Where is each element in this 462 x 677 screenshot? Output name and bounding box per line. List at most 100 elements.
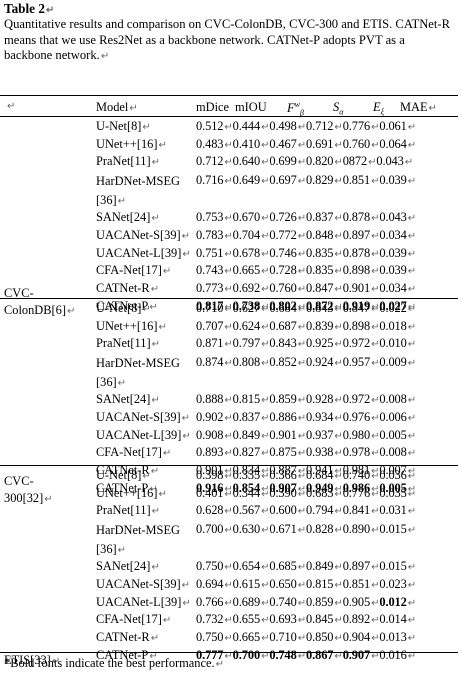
metric-value: 0.901 (342, 280, 371, 295)
metric-value: 0.875 (269, 445, 297, 460)
metric-value: 0.878 (342, 210, 371, 225)
metric-value: 0.005 (379, 427, 407, 442)
model-name: HarDNet-MSEG [36]↵ (96, 174, 180, 208)
paragraph-mark: ↵ (261, 304, 270, 315)
paragraph-mark: ↵ (151, 213, 160, 225)
paragraph-mark: ↵ (224, 321, 233, 333)
metric-values: 0.901↵0.834↵0.887↵0.941↵0.981↵0.007↵ (196, 463, 416, 479)
paragraph-mark: ↵ (224, 632, 233, 644)
paragraph-mark: ↵ (334, 230, 343, 242)
metric-value: 0.902 (196, 409, 224, 424)
paragraph-mark: ↵ (297, 301, 307, 313)
paragraph-mark: ↵ (371, 339, 380, 351)
metric-value: 0.872 (306, 298, 334, 313)
paragraph-mark: ↵ (371, 230, 380, 242)
metric-values: 0.750↵0.665↵0.710↵0.850↵0.904↵0.013↵ (196, 630, 416, 646)
paragraph-mark: ↵ (224, 230, 233, 242)
paragraph-mark: ↵ (224, 339, 233, 351)
metric-value: 0.794 (306, 503, 334, 518)
paragraph-mark: ↵ (162, 615, 172, 627)
paragraph-mark: ↵ (261, 412, 270, 424)
paragraph-mark: ↵ (334, 395, 343, 407)
metric-value: 0.650 (269, 576, 297, 591)
paragraph-mark: ↵ (334, 488, 343, 500)
model-name: UACANet-S[39]↵ (96, 576, 191, 591)
metric-value: 0.751 (196, 245, 224, 260)
metric-value: 0.630 (232, 522, 261, 537)
metric-value: 0.766 (196, 594, 224, 609)
metric-value: 0.878 (342, 245, 371, 260)
metric-value: 0.850 (306, 629, 334, 644)
header-model: Model↵ (96, 100, 138, 114)
paragraph-mark: ↵ (261, 339, 270, 351)
metric-value: 0.683 (306, 485, 334, 500)
metric-value: 0.640 (232, 154, 261, 169)
paragraph-mark: ↵ (297, 358, 307, 370)
paragraph-mark: ↵ (407, 579, 417, 591)
metric-value: 0.837 (306, 210, 334, 225)
metric-value: 0.678 (232, 245, 261, 260)
paragraph-mark: ↵ (158, 488, 167, 500)
metric-value: 0.750 (196, 629, 224, 644)
header-mae: MAE↵ (400, 100, 437, 114)
paragraph-mark: ↵ (334, 358, 343, 370)
paragraph-mark: ↵ (368, 157, 377, 169)
paragraph-mark: ↵ (224, 488, 233, 500)
model-name: SANet[24]↵ (96, 559, 160, 574)
paragraph-mark: ↵ (407, 266, 417, 278)
paragraph-mark: ↵ (371, 304, 380, 315)
metric-value: 0.628 (196, 503, 224, 518)
paragraph-mark: ↵ (407, 395, 417, 407)
table-bottom-rule (0, 652, 458, 653)
metric-value: 0.344 (232, 485, 261, 500)
header-salpha: Sα (333, 100, 344, 117)
paragraph-mark: ↵ (407, 412, 417, 424)
metric-values: 0.817↵0.738↵0.802↵0.872↵0.919↵0.027↵ (196, 299, 416, 315)
paragraph-mark: ↵ (407, 465, 417, 477)
paragraph-mark: ↵ (158, 139, 167, 151)
paragraph-mark: ↵ (334, 139, 343, 151)
metric-values: 0.401↵0.344↵0.390↵0.683↵0.776↵0.035↵ (196, 486, 416, 502)
metric-values: 0.732↵0.655↵0.693↵0.845↵0.892↵0.014↵ (196, 612, 416, 628)
paragraph-mark: ↵ (224, 304, 233, 315)
paragraph-mark: ↵ (261, 395, 270, 407)
metric-value: 0.627 (232, 301, 261, 315)
paragraph-mark: ↵ (371, 321, 380, 333)
metric-value: 0.871 (196, 336, 224, 351)
metric-value: 0.013 (379, 629, 407, 644)
metric-value: 0.366 (269, 468, 297, 482)
metric-value: 0.624 (232, 318, 261, 333)
paragraph-mark: ↵ (261, 650, 270, 662)
metric-values: 0.750↵0.654↵0.685↵0.849↵0.897↵0.015↵ (196, 559, 416, 575)
paragraph-mark: ↵ (334, 266, 343, 278)
paragraph-mark: ↵ (224, 562, 233, 574)
metric-value: 0.834 (232, 462, 261, 477)
paragraph-mark: ↵ (371, 597, 380, 609)
metric-values: 0.716↵0.649↵0.697↵0.829↵0.851↵0.039↵ (196, 173, 416, 189)
group-separator (0, 465, 458, 466)
paragraph-mark: ↵ (182, 430, 191, 442)
metric-value: 0.893 (196, 445, 224, 460)
metric-values: 0.743↵0.665↵0.728↵0.835↵0.898↵0.039↵ (196, 263, 416, 279)
paragraph-mark: ↵ (371, 525, 380, 537)
metric-value: 0.684 (306, 468, 334, 482)
metric-value: 0.924 (306, 355, 334, 370)
paragraph-mark: ↵ (224, 283, 233, 295)
paragraph-mark: ↵ (261, 157, 270, 169)
paragraph-mark: ↵ (261, 230, 270, 242)
metric-value: 0.018 (379, 318, 407, 333)
model-name: PraNet[11]↵ (96, 154, 160, 169)
metric-value: 0.753 (196, 210, 224, 225)
paragraph-mark: ↵ (407, 615, 417, 627)
paragraph-mark: ↵ (142, 471, 151, 482)
metric-value: 0.008 (379, 445, 407, 460)
paragraph-mark: ↵ (224, 139, 233, 151)
paragraph-mark: ↵ (297, 283, 307, 295)
paragraph-mark: ↵ (407, 122, 417, 133)
metric-values: 0.710↵0.627↵0.684↵0.843↵0.847↵0.022↵ (196, 301, 416, 317)
paragraph-mark: ↵ (371, 562, 380, 574)
metric-value: 0.704 (232, 227, 261, 242)
paragraph-mark: ↵ (334, 506, 343, 518)
metric-value: 0.772 (269, 227, 297, 242)
model-name: UACANet-S[39]↵ (96, 227, 191, 242)
